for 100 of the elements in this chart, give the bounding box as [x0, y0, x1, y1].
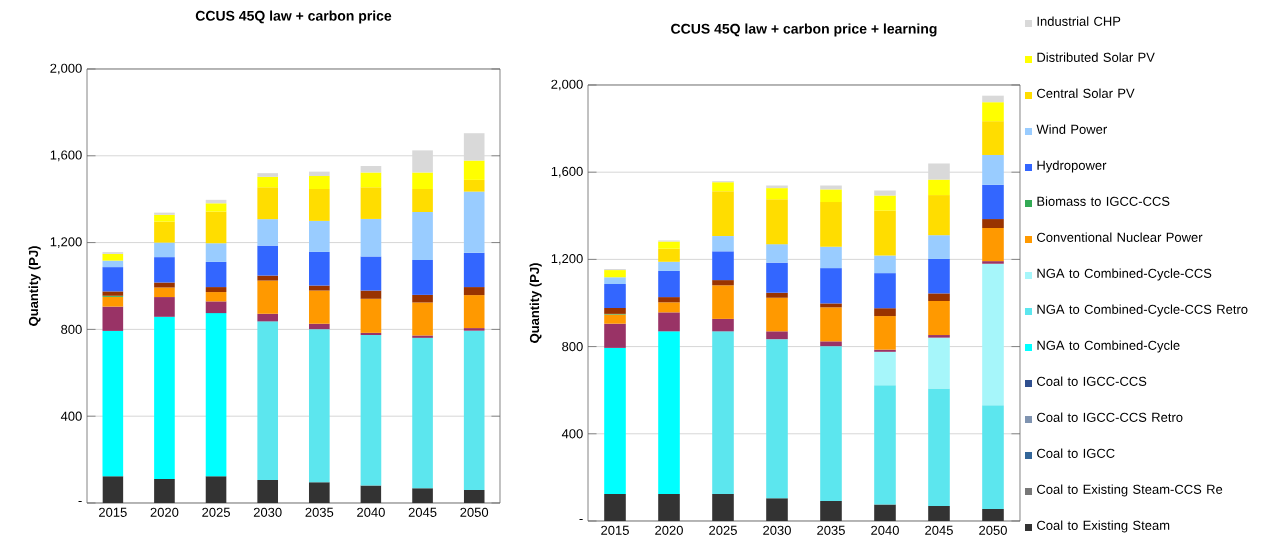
bar: [874, 349, 896, 352]
bar: [928, 195, 950, 236]
legend-label: NGA to Combined-Cycle: [1037, 340, 1180, 353]
bar: [658, 302, 680, 313]
bar: [360, 485, 382, 503]
bar: [766, 185, 788, 189]
bar: [463, 191, 485, 253]
y-axis-title: Quantity (PJ): [28, 246, 41, 326]
bar: [102, 260, 124, 268]
legend-label: NGA to Combined-Cycle-CCS: [1037, 268, 1212, 281]
bar: [982, 228, 1004, 262]
bar: [154, 297, 175, 317]
bar: [257, 176, 279, 188]
bar: [154, 214, 175, 222]
bar: [463, 179, 485, 192]
bar: [928, 335, 950, 338]
bar: [412, 150, 433, 173]
bar: [257, 280, 279, 314]
bar: [712, 318, 734, 332]
bar: [712, 251, 734, 281]
legend-label: Conventional Nuclear Power: [1037, 232, 1203, 242]
bar: [820, 268, 842, 304]
bar: [360, 298, 382, 333]
bar: [712, 236, 734, 252]
bar: [604, 323, 626, 348]
bar: [820, 246, 842, 269]
bar: [205, 301, 227, 314]
bar: [712, 182, 734, 192]
bar: [874, 316, 896, 350]
bar: [205, 211, 227, 244]
bar: [360, 290, 382, 299]
bar: [874, 273, 896, 309]
bar: [604, 308, 626, 314]
bar: [766, 292, 788, 298]
bar: [928, 163, 950, 180]
bar: [257, 479, 279, 503]
bar: [766, 262, 788, 293]
bar: [205, 261, 227, 288]
bar: [257, 173, 279, 177]
legend-label: Coal to IGCC-CCS Retro: [1037, 412, 1183, 422]
bar: [982, 95, 1004, 103]
bar: [102, 267, 124, 292]
bar: [820, 341, 842, 347]
y-axis-title: Quantity (PJ): [529, 263, 542, 343]
bar: [360, 165, 382, 173]
bar: [766, 244, 788, 263]
bar: [412, 259, 433, 295]
bar: [308, 290, 330, 324]
x-tick-label: 2035: [305, 507, 334, 517]
bar: [257, 321, 279, 480]
legend-label: Coal to Existing Steam: [1037, 520, 1170, 533]
bar: [874, 210, 896, 256]
bar: [982, 102, 1004, 122]
chart-title: CCUS 45Q law + carbon price + learning: [671, 23, 937, 37]
legend-label: Industrial CHP: [1037, 16, 1121, 26]
bar: [205, 476, 227, 503]
y-tick-label: 2,000: [551, 79, 583, 91]
bar: [982, 154, 1004, 185]
bar: [982, 184, 1004, 220]
bar: [982, 261, 1004, 264]
x-tick-label: 2015: [99, 507, 127, 517]
x-tick-label: 2045: [408, 507, 437, 517]
bar: [412, 302, 433, 336]
bar: [604, 284, 626, 309]
y-tick-label: 400: [561, 429, 583, 439]
legend-label: Distributed Solar PV: [1037, 52, 1155, 62]
bar: [257, 219, 279, 246]
bar: [154, 282, 175, 288]
bar: [154, 257, 175, 283]
bar: [463, 160, 485, 180]
bar: [928, 179, 950, 196]
legend-label: Central Solar PV: [1037, 88, 1135, 98]
bar: [463, 328, 485, 331]
bar: [658, 270, 680, 298]
bar: [257, 313, 279, 322]
y-tick-label: -: [78, 501, 82, 503]
bar: [874, 308, 896, 317]
bar: [308, 329, 330, 483]
x-tick-label: 2050: [979, 525, 1007, 535]
x-tick-label: 2025: [709, 525, 737, 535]
x-tick-label: 2025: [202, 507, 230, 517]
y-tick-label: 1,200: [50, 237, 82, 248]
bar: [205, 292, 227, 302]
x-tick-label: 2040: [871, 525, 899, 535]
bar: [463, 252, 485, 288]
x-tick-label: 2020: [655, 525, 683, 535]
y-tick-label: 800: [562, 342, 583, 352]
bar: [820, 500, 842, 521]
bar: [820, 346, 842, 501]
bar: [102, 291, 124, 296]
bar: [102, 476, 124, 503]
bar: [874, 255, 896, 274]
bar: [257, 187, 279, 220]
y-tick-label: 1,600: [50, 150, 82, 162]
y-tick-label: 400: [60, 411, 82, 421]
bar: [604, 270, 626, 278]
y-tick-label: 1,200: [551, 254, 583, 265]
bar: [820, 307, 842, 342]
bar: [766, 498, 788, 521]
legend-label: Wind Power: [1036, 124, 1107, 134]
